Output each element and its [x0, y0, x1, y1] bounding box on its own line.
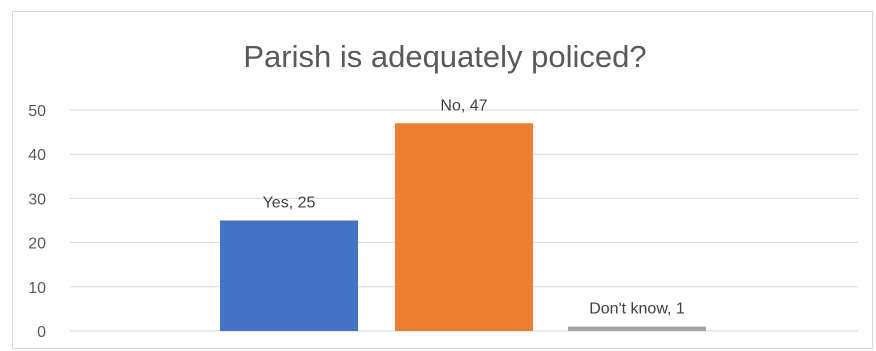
y-tick-label: 30 — [28, 191, 46, 208]
data-label: Yes, 25 — [263, 195, 316, 212]
bars — [220, 123, 706, 331]
data-label: No, 47 — [440, 97, 487, 114]
y-tick-label: 10 — [28, 280, 46, 297]
bar-yes — [220, 220, 358, 331]
y-tick-label: 20 — [28, 236, 46, 253]
bar-don-t-know — [568, 326, 706, 331]
chart-title: Parish is adequately policed? — [243, 39, 646, 74]
data-label: Don't know, 1 — [589, 301, 685, 318]
y-axis: 0 10 20 30 40 50 — [28, 103, 46, 341]
data-labels: Yes, 25 No, 47 Don't know, 1 — [263, 97, 685, 317]
y-tick-label: 0 — [37, 324, 46, 341]
y-tick-label: 40 — [28, 147, 46, 164]
bar-no — [395, 123, 533, 331]
y-tick-label: 50 — [28, 103, 46, 120]
